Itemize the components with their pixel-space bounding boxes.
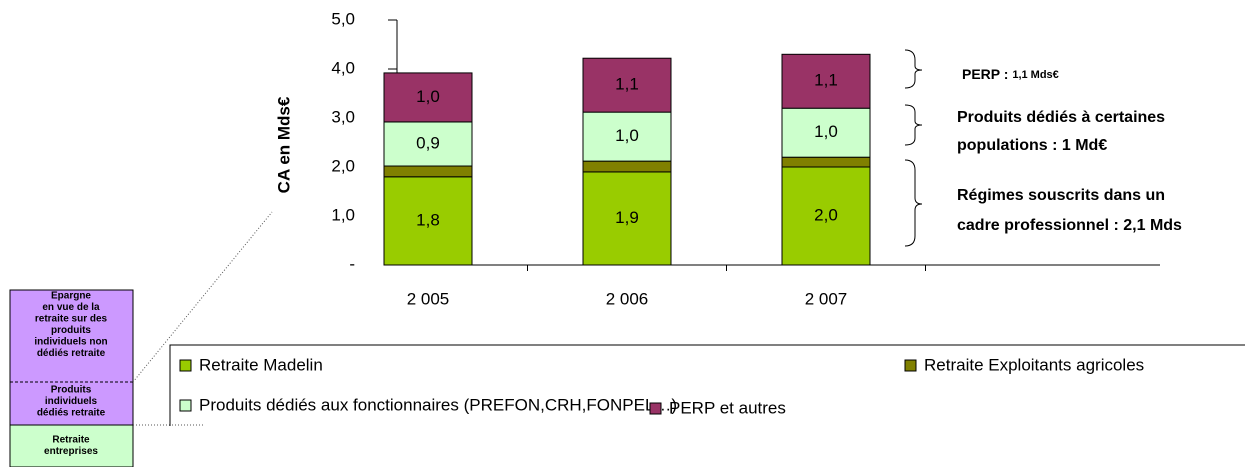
brace	[904, 49, 923, 89]
legend-label: Retraite Madelin	[199, 355, 323, 374]
y-tick-label: -	[349, 254, 355, 273]
legend-label: PERP et autres	[669, 398, 786, 417]
side-box-text: individuels non	[34, 337, 107, 348]
side-box-text: retraite sur des	[35, 314, 108, 325]
legend-swatch	[649, 402, 662, 415]
legend-label: Produits dédiés aux fonctionnaires (PREF…	[199, 395, 677, 414]
value-label: 1,0	[814, 122, 838, 141]
side-box-text: entreprises	[44, 446, 98, 457]
legend-swatch	[179, 399, 192, 412]
bar-segment	[781, 107, 871, 158]
bar-segment	[582, 171, 672, 266]
bar-segment	[383, 165, 473, 178]
x-tick-label: 2 005	[407, 289, 450, 308]
annotation: PERP : 1,1 Mds€	[962, 66, 1059, 82]
y-tick-label: 5,0	[331, 9, 355, 28]
value-label: 1,1	[814, 71, 838, 90]
side-box-text: individuels	[45, 396, 98, 407]
value-label: 1,1	[615, 75, 639, 94]
annotation: Régimes souscrits dans un	[957, 187, 1165, 204]
value-label: 1,8	[416, 210, 440, 229]
value-label: 0,9	[416, 133, 440, 152]
value-label: 2,0	[814, 205, 838, 224]
side-box-text: Retraite	[52, 435, 90, 446]
side-box	[9, 424, 134, 467]
brace	[904, 159, 923, 247]
x-tick-label: 2 007	[805, 289, 848, 308]
annotation: populations : 1 Md€	[957, 137, 1107, 154]
side-box-text: Produits	[51, 385, 92, 396]
bar-segment	[582, 57, 672, 113]
y-tick-label: 1,0	[331, 205, 355, 224]
y-tick-label: 4,0	[331, 58, 355, 77]
side-box-text: dédiés retraite	[37, 348, 106, 359]
bar-segment	[781, 53, 871, 109]
value-label: 1,0	[416, 87, 440, 106]
bar-segment	[781, 166, 871, 266]
side-box-text: en vue de la	[42, 302, 100, 313]
value-label: 1,0	[615, 126, 639, 145]
brace	[904, 104, 923, 146]
legend-label: Retraite Exploitants agricoles	[924, 355, 1144, 374]
y-axis-label: CA en Mds€	[274, 96, 293, 193]
x-tick-label: 2 006	[606, 289, 649, 308]
legend-box	[169, 344, 1245, 426]
value-label: 1,9	[615, 208, 639, 227]
legend-swatch	[904, 359, 917, 372]
annotation: Produits dédiés à certaines	[957, 109, 1165, 126]
side-box	[9, 289, 134, 426]
side-box-text: Epargne	[51, 291, 91, 302]
y-tick-label: 3,0	[331, 107, 355, 126]
y-tick-label: 2,0	[331, 156, 355, 175]
bar-segment	[582, 111, 672, 162]
side-box-text: produits	[51, 325, 91, 336]
legend-swatch	[179, 359, 192, 372]
annotation: cadre professionnel : 2,1 Mds	[957, 217, 1182, 234]
connector	[132, 211, 273, 383]
bar-segment	[781, 156, 871, 168]
side-box-text: dédiés retraite	[37, 408, 106, 419]
bar-segment	[383, 72, 473, 123]
bar-segment	[582, 160, 672, 173]
